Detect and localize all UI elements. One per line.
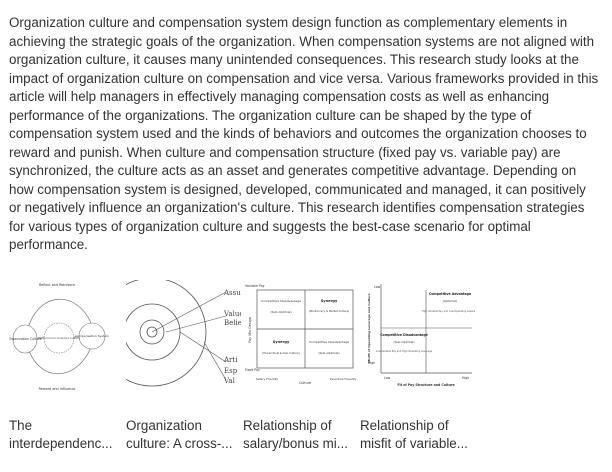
diagram-label-performance: Performance Oriented Culture (38, 336, 80, 340)
caption-line: interdependenc... (9, 436, 113, 451)
pay-mix-matrix: Variable Pay Fixed Pay Pay Mix Design Co… (243, 280, 358, 395)
figure-caption-interdependence[interactable]: The interdependenc... (9, 417, 126, 453)
quadrant-sub: (Meritocracy & Market Culture) (309, 309, 349, 313)
axis-label-incentive: Incentive Friendly (330, 377, 357, 381)
axis-label-high-bottom: High (462, 376, 469, 380)
quadrant-title: Synergy (321, 299, 338, 303)
axis-label-fixed-pay: Fixed Pay (245, 368, 260, 372)
article-abstract: Organization culture and compensation sy… (9, 15, 599, 252)
caption-line: Relationship of (360, 418, 449, 433)
quadrant-title: Competitive Advantage (429, 292, 471, 296)
axis-label-high-left: High (368, 361, 375, 365)
quadrant-title: Competitive Disadvantage (261, 299, 301, 303)
caption-line: culture: A cross-... (126, 436, 233, 451)
figure-thumbnail-salary-bonus[interactable]: Variable Pay Fixed Pay Pay Mix Design Co… (243, 280, 358, 395)
figure-thumbnail-interdependence[interactable]: Reflect and Reinforce Organization Cultu… (9, 280, 124, 395)
diagram-label-reflect: Reflect and Reinforce (39, 283, 75, 287)
diagram-label-reward: Reward and Influence (39, 387, 76, 391)
layer-label: Arti (223, 356, 238, 364)
caption-line: Organization (126, 418, 202, 433)
layer-label: Esp (224, 367, 238, 375)
caption-line: salary/bonus mi... (243, 436, 348, 451)
axis-label-low-bottom: Low (384, 376, 391, 380)
interdependence-diagram: Reflect and Reinforce Organization Cultu… (9, 280, 124, 395)
axis-label-fit: Fit of Pay Structure and Culture (397, 383, 454, 387)
figure-caption-org-culture[interactable]: Organization culture: A cross-... (126, 417, 243, 453)
quadrant-sub: (Sub-Optimal) (393, 340, 414, 344)
diagram-label-comp-system: Compensation System (75, 334, 109, 338)
figure-thumbnail-misfit[interactable]: Low High Misfit of Operating Leverage an… (360, 280, 475, 395)
axis-label-pay-mix: Pay Mix Design (248, 317, 252, 343)
axis-label-misfit: Misfit of Operating Leverage and Culture (367, 293, 371, 362)
layer-label: Belie (224, 319, 241, 327)
layer-label: Val (223, 377, 236, 385)
caption-line: The (9, 418, 33, 433)
misfit-matrix: Low High Misfit of Operating Leverage an… (360, 280, 475, 395)
figure-caption-misfit[interactable]: Relationship of misfit of variable... (360, 417, 477, 453)
quadrant-sub: (Sub-Optimal) (318, 351, 339, 355)
axis-label-salary: Salary Friendly (256, 377, 278, 381)
culture-circles-diagram: Assu Value Belie Arti Esp Val (126, 280, 241, 395)
quadrant-sub: (Hierarchical & Clan Culture) (262, 351, 299, 355)
quadrant-title: Competitive Disadvantage (309, 340, 349, 344)
quadrant-note: Low Variable Pay and High Operating Leve… (376, 350, 433, 353)
diagram-label-org-culture: Organization Culture (9, 337, 42, 341)
axis-label-low-top: Low (374, 285, 381, 289)
axis-label-variable-pay: Variable Pay (245, 284, 265, 288)
axis-label-culture: Culture (299, 381, 311, 385)
figure-thumbnail-org-culture[interactable]: Assu Value Belie Arti Esp Val (126, 280, 241, 395)
quadrant-title: Competitive Disadvantage (380, 333, 428, 337)
quadrant-sub: (Sub-Optimal) (270, 310, 291, 314)
quadrant-sub: (Optimal) (443, 299, 457, 303)
quadrant-title: Synergy (273, 340, 290, 344)
figure-caption-salary-bonus[interactable]: Relationship of salary/bonus mi... (243, 417, 360, 453)
caption-line: misfit of variable... (360, 436, 468, 451)
layer-label: Value (223, 310, 241, 318)
layer-label: Assu (223, 289, 241, 297)
caption-line: Relationship of (243, 418, 332, 433)
quadrant-note: High Variable Pay and Low Operating Leve… (422, 310, 475, 313)
